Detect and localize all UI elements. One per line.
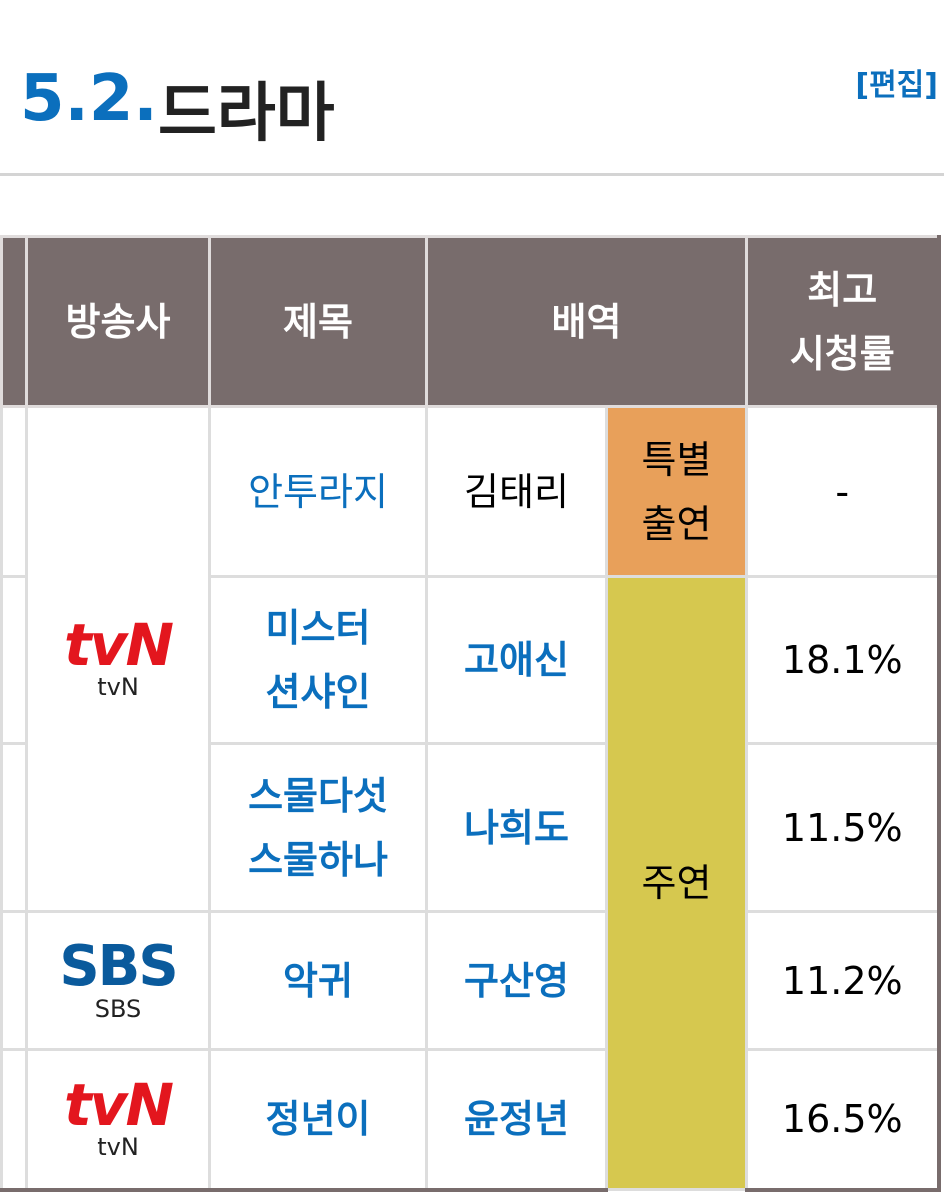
- title-link[interactable]: 정년이: [208, 1048, 428, 1192]
- section-title: 드라마: [158, 77, 335, 151]
- title-link[interactable]: 스물다섯 스물하나: [208, 742, 428, 913]
- title-link[interactable]: 악귀: [208, 910, 428, 1051]
- logo: SBS: [59, 933, 178, 999]
- role: 주연: [604, 575, 749, 1191]
- cut-cell: [0, 575, 28, 745]
- logo-caption: tvN: [97, 1133, 139, 1162]
- column-header: 배역: [424, 235, 749, 408]
- cut-cell: [0, 910, 28, 1051]
- drama-table: 방송사 제목 배역 최고 시청률 tvN tvN 안투라지 김태리 특별 출연 -…: [0, 235, 941, 1192]
- broadcaster-cell: SBS SBS: [25, 910, 211, 1051]
- actor-link[interactable]: 나희도: [425, 742, 608, 913]
- cut-cell: [0, 235, 28, 408]
- title-link[interactable]: 미스터 션샤인: [208, 575, 428, 745]
- cut-cell: [0, 405, 28, 578]
- logo-caption: SBS: [94, 994, 142, 1023]
- broadcaster-cell: tvN tvN: [25, 1048, 211, 1192]
- role: 특별 출연: [604, 405, 749, 578]
- actor: 김태리: [425, 405, 608, 578]
- logo: tvN: [63, 611, 174, 679]
- column-header: 최고 시청률: [745, 235, 941, 408]
- column-header: 제목: [208, 235, 428, 408]
- logo-caption: tvN: [97, 673, 139, 701]
- rating: 11.5%: [745, 742, 941, 913]
- cut-cell: [0, 742, 28, 913]
- logo: tvN: [63, 1071, 174, 1140]
- rating: 11.2%: [745, 910, 941, 1051]
- actor-link[interactable]: 고애신: [425, 575, 608, 745]
- divider: [0, 173, 944, 176]
- actor-link[interactable]: 윤정년: [425, 1048, 608, 1192]
- column-header: 방송사: [25, 235, 211, 408]
- rating: -: [745, 405, 941, 578]
- edit-link[interactable]: [편집]: [855, 68, 938, 103]
- broadcaster-cell: tvN tvN: [25, 405, 211, 913]
- cut-cell: [0, 1048, 28, 1192]
- title-link[interactable]: 안투라지: [208, 405, 428, 578]
- actor-link[interactable]: 구산영: [425, 910, 608, 1051]
- rating: 18.1%: [745, 575, 941, 745]
- rating: 16.5%: [745, 1048, 941, 1192]
- section-number: 5.2.: [20, 62, 158, 136]
